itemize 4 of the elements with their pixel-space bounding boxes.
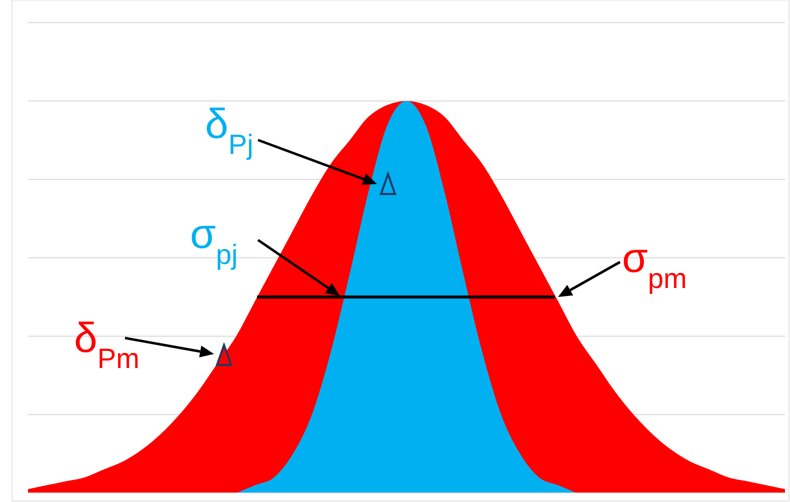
- annotation: σ$_{pj}$: [190, 210, 238, 270]
- annotation: σ$_{pm}$: [622, 234, 687, 294]
- annotation: δ$_{Pm}$: [74, 314, 140, 374]
- annotation: δ$_{Pj}$: [205, 100, 254, 160]
